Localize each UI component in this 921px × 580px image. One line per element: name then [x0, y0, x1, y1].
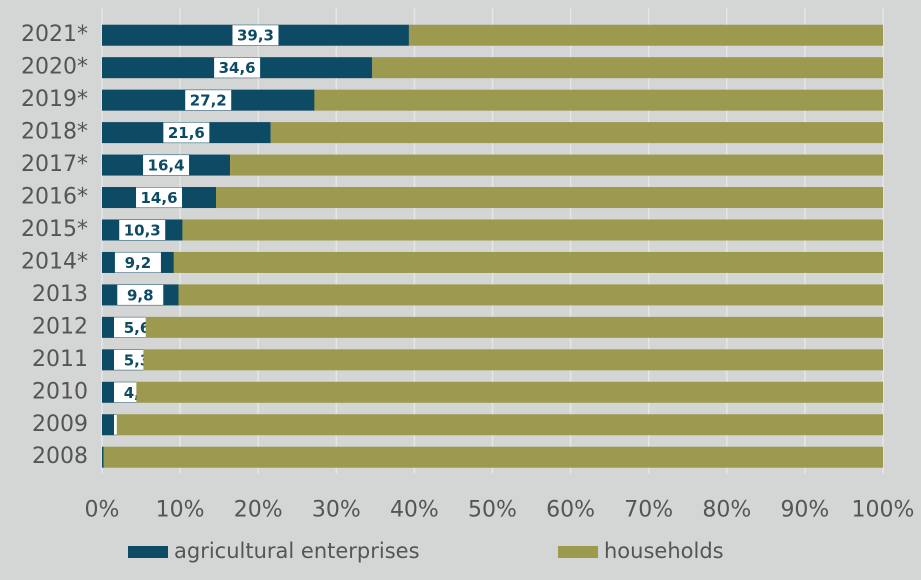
value-label-box — [117, 284, 164, 305]
value-label: 10,3 — [124, 221, 161, 239]
y-tick-label: 2017* — [21, 152, 88, 177]
value-label: 14,6 — [141, 189, 178, 207]
bar-segment — [178, 284, 884, 306]
value-label-box — [232, 25, 279, 46]
value-label: 9,8 — [127, 286, 154, 304]
x-tick-label: 40% — [390, 497, 439, 522]
x-tick-label: 80% — [702, 497, 751, 522]
legend-label: agricultural enterprises — [174, 539, 420, 563]
value-label-box — [136, 187, 183, 208]
bar-segment — [230, 154, 884, 176]
value-label: 16,4 — [148, 157, 185, 175]
y-tick-label: 2015* — [21, 217, 88, 242]
value-label-box — [114, 252, 161, 273]
y-tick-label: 2008 — [32, 444, 88, 469]
y-tick-label: 2011 — [32, 347, 88, 372]
bar-segment — [173, 251, 884, 273]
bar-segment — [182, 219, 883, 241]
value-label: 21,6 — [168, 124, 205, 142]
x-tick-label: 100% — [852, 497, 915, 522]
bar-segment — [102, 414, 117, 436]
y-tick-label: 2010 — [32, 379, 88, 404]
bar-segment — [136, 381, 883, 403]
value-label-box — [185, 90, 232, 111]
value-label: 27,2 — [190, 92, 227, 110]
value-label: 39,3 — [237, 27, 274, 45]
bar-segment — [372, 57, 883, 79]
legend-swatch — [558, 546, 598, 558]
bar-segment — [102, 446, 104, 468]
x-tick-label: 50% — [468, 497, 517, 522]
legend-swatch — [128, 546, 168, 558]
x-tick-label: 0% — [85, 497, 120, 522]
y-tick-label: 2021* — [21, 22, 88, 47]
bar-segment — [116, 414, 884, 436]
y-tick-label: 2009 — [32, 412, 88, 437]
y-tick-label: 2014* — [21, 249, 88, 274]
y-tick-label: 2012 — [32, 314, 88, 339]
y-tick-label: 2018* — [21, 120, 88, 145]
value-label: 34,6 — [219, 59, 256, 77]
x-tick-label: 30% — [312, 497, 361, 522]
value-label: 9,2 — [125, 254, 152, 272]
x-tick-label: 10% — [156, 497, 205, 522]
x-tick-label: 70% — [624, 497, 673, 522]
value-label: 5,6 — [124, 319, 151, 337]
bar-segment — [314, 89, 883, 111]
legend-label: households — [604, 539, 724, 563]
y-tick-label: 2019* — [21, 87, 88, 112]
value-label-box — [119, 219, 166, 240]
bar-segment — [408, 24, 883, 46]
y-tick-label: 2016* — [21, 185, 88, 210]
y-tick-label: 2020* — [21, 55, 88, 80]
x-tick-label: 20% — [234, 497, 283, 522]
value-label-box — [163, 122, 210, 143]
y-tick-label: 2013 — [32, 282, 88, 307]
x-tick-label: 60% — [546, 497, 595, 522]
value-label-box — [214, 57, 261, 78]
bar-segment — [145, 316, 884, 338]
bar-segment — [216, 187, 883, 209]
bar-segment — [270, 122, 883, 144]
bar-segment — [143, 349, 883, 371]
value-label-box — [143, 155, 190, 176]
x-tick-label: 90% — [780, 497, 829, 522]
bar-segment — [103, 446, 883, 468]
